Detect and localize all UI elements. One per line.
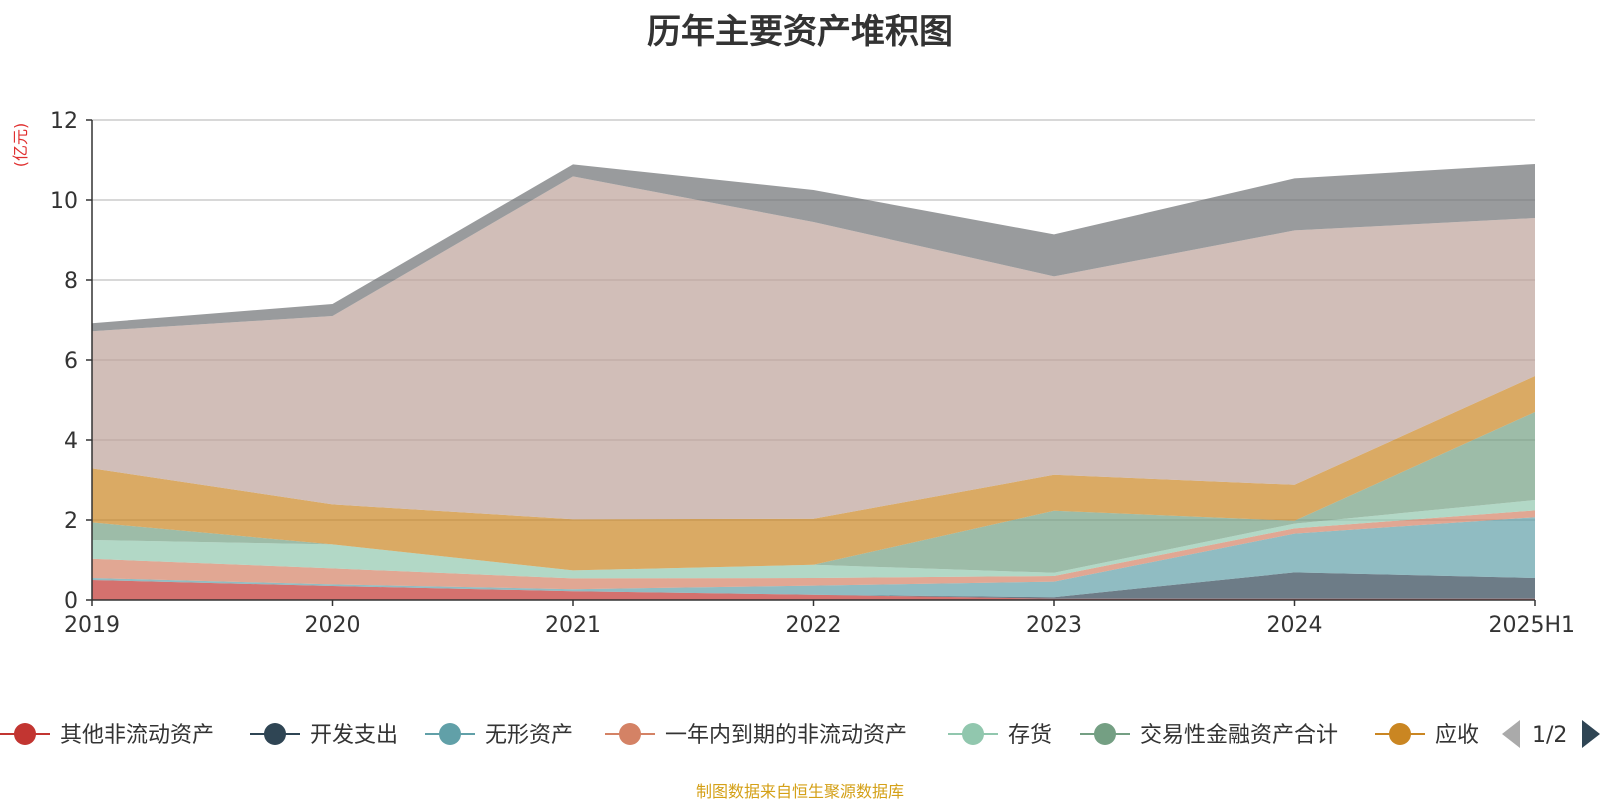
x-tick-label: 2025H1: [1488, 613, 1575, 638]
y-tick-label: 8: [64, 269, 78, 294]
x-tick-label: 2020: [305, 613, 361, 638]
legend-label: 交易性金融资产合计: [1140, 723, 1338, 748]
y-tick-label: 12: [50, 109, 78, 134]
legend-marker: [619, 723, 641, 745]
y-tick-label: 6: [64, 349, 78, 374]
area-series-layer: [92, 164, 1535, 600]
y-tick-label: 2: [64, 509, 78, 534]
legend-page-indicator: 1/2: [1532, 723, 1567, 748]
legend-label: 其他非流动资产: [60, 723, 214, 748]
chart-title: 历年主要资产堆积图: [647, 12, 953, 52]
legend-marker: [439, 723, 461, 745]
legend-label: 无形资产: [485, 723, 573, 748]
legend[interactable]: 其他非流动资产 开发支出 无形资产 一年内到期的非流动资产 存货 交易性金融资产合计 应收: [0, 723, 1479, 748]
x-tick-label: 2024: [1267, 613, 1323, 638]
triangle-left-icon[interactable]: [1502, 720, 1520, 748]
x-tick-label: 2023: [1026, 613, 1082, 638]
y-tick-label: 0: [64, 589, 78, 614]
area-series-其他非流动资产[interactable]: [92, 580, 1535, 600]
area-series-开发支出[interactable]: [92, 572, 1535, 599]
legend-marker: [1094, 723, 1116, 745]
area-series-交易性金融资产合计[interactable]: [92, 412, 1535, 573]
triangle-right-icon[interactable]: [1582, 720, 1600, 748]
legend-pagination[interactable]: 1/2: [1502, 720, 1600, 748]
legend-marker: [14, 723, 36, 745]
y-tick-label: 10: [50, 189, 78, 214]
area-series-无形资产[interactable]: [92, 517, 1535, 598]
source-note: 制图数据来自恒生聚源数据库: [695, 782, 904, 801]
legend-marker: [1389, 723, 1411, 745]
legend-item[interactable]: 一年内到期的非流动资产: [605, 723, 907, 748]
legend-label: 存货: [1008, 723, 1052, 748]
x-tick-label: 2019: [64, 613, 120, 638]
y-unit-label: (亿元): [11, 123, 30, 168]
y-tick-label: 4: [64, 429, 78, 454]
legend-item[interactable]: 无形资产: [425, 723, 573, 748]
legend-item[interactable]: 存货: [948, 723, 1052, 748]
axes: 0 2 4 6 8 10 12 2019 2020 2021 2022 2023 2024 2025H1: [50, 109, 1575, 638]
legend-marker: [264, 723, 286, 745]
x-tick-label: 2021: [545, 613, 601, 638]
area-series-应收[interactable]: [92, 376, 1535, 571]
area-series-存货[interactable]: [92, 500, 1535, 579]
area-series-货币资金[interactable]: [92, 176, 1535, 520]
legend-item[interactable]: 开发支出: [250, 723, 398, 748]
legend-item[interactable]: 应收: [1375, 723, 1479, 748]
area-series-一年内到期的非流动资产[interactable]: [92, 510, 1535, 590]
legend-item[interactable]: 交易性金融资产合计: [1080, 723, 1338, 748]
x-tick-label: 2022: [786, 613, 842, 638]
legend-label: 一年内到期的非流动资产: [665, 723, 907, 748]
legend-marker: [962, 723, 984, 745]
legend-item[interactable]: 其他非流动资产: [0, 723, 214, 748]
legend-label: 开发支出: [310, 723, 398, 748]
area-series-其他[interactable]: [92, 164, 1535, 332]
legend-label: 应收: [1435, 723, 1479, 748]
